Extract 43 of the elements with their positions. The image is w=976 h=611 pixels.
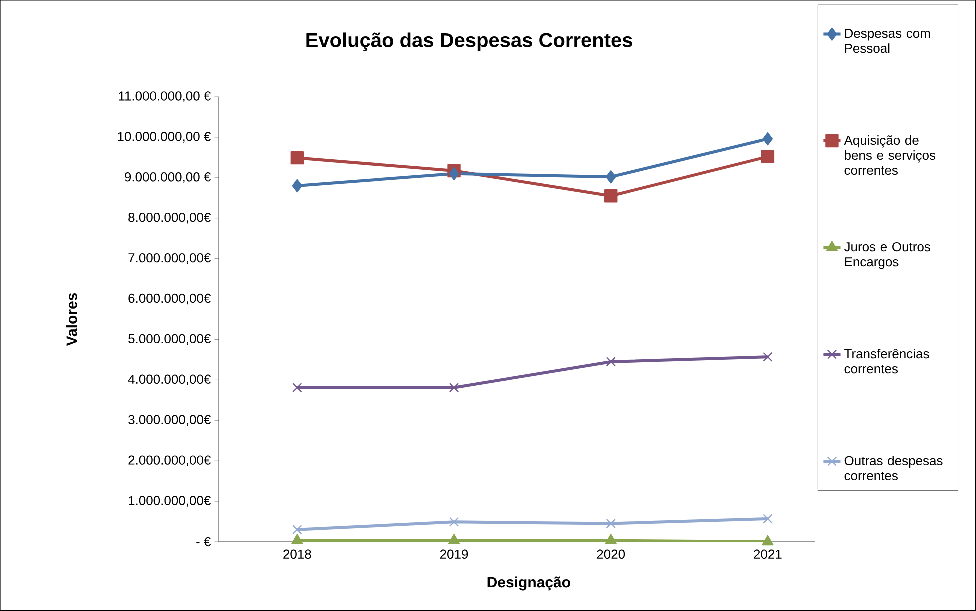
point [292,525,302,535]
point [763,514,773,524]
x-tick-label: 2020 [597,550,626,560]
y-tick-label: 1.000.000,00€ [129,496,211,507]
legend-label: Aquisição de bens e serviços correntes [844,136,936,176]
y-tick-label: 11.000.000,00 € [119,92,211,102]
y-tick-label: 3.000.000,00€ [128,415,211,426]
point [605,534,617,544]
point [606,170,616,184]
x-tick-label: 2019 [440,550,468,560]
point [449,517,460,528]
chart-title: Evolução das Despesas Correntes [306,32,632,52]
y-tick-label: 7.000.000,00€ [128,253,211,264]
y-tick-label: 10.000.000,00 € [118,132,211,143]
legend-label: Outras despesas correntes [844,456,943,481]
y-tick-label: 2.000.000,00€ [128,456,211,466]
point [606,357,616,367]
point [763,352,773,362]
y-tick-label: - € [196,537,212,547]
x-axis-title: Designação [488,576,570,591]
point [448,534,460,544]
point [449,383,460,393]
point [449,167,460,180]
x-tick-label: 2021 [754,550,782,560]
x-tick-label: 2018 [284,550,312,560]
legend-label: Transferências correntes [844,349,930,374]
legend-label: Despesas com Pessoal [845,29,930,54]
point [761,150,775,164]
y-tick-label: 5.000.000,00€ [128,334,211,346]
point [290,151,304,165]
point [292,383,302,393]
legend-label: Juros e Outros Encargos [844,242,930,270]
point [604,190,618,203]
y-axis-title: Valores [66,293,78,346]
point [292,534,304,544]
y-tick-label: 8.000.000,00€ [128,212,211,224]
point [606,518,616,529]
y-tick-label: 6.000.000,00€ [128,294,211,305]
point [292,179,303,193]
point [762,132,774,146]
y-tick-label: 9.000.000,00 € [125,172,211,184]
point [762,535,774,546]
y-tick-label: 4.000.000,00€ [128,374,211,386]
